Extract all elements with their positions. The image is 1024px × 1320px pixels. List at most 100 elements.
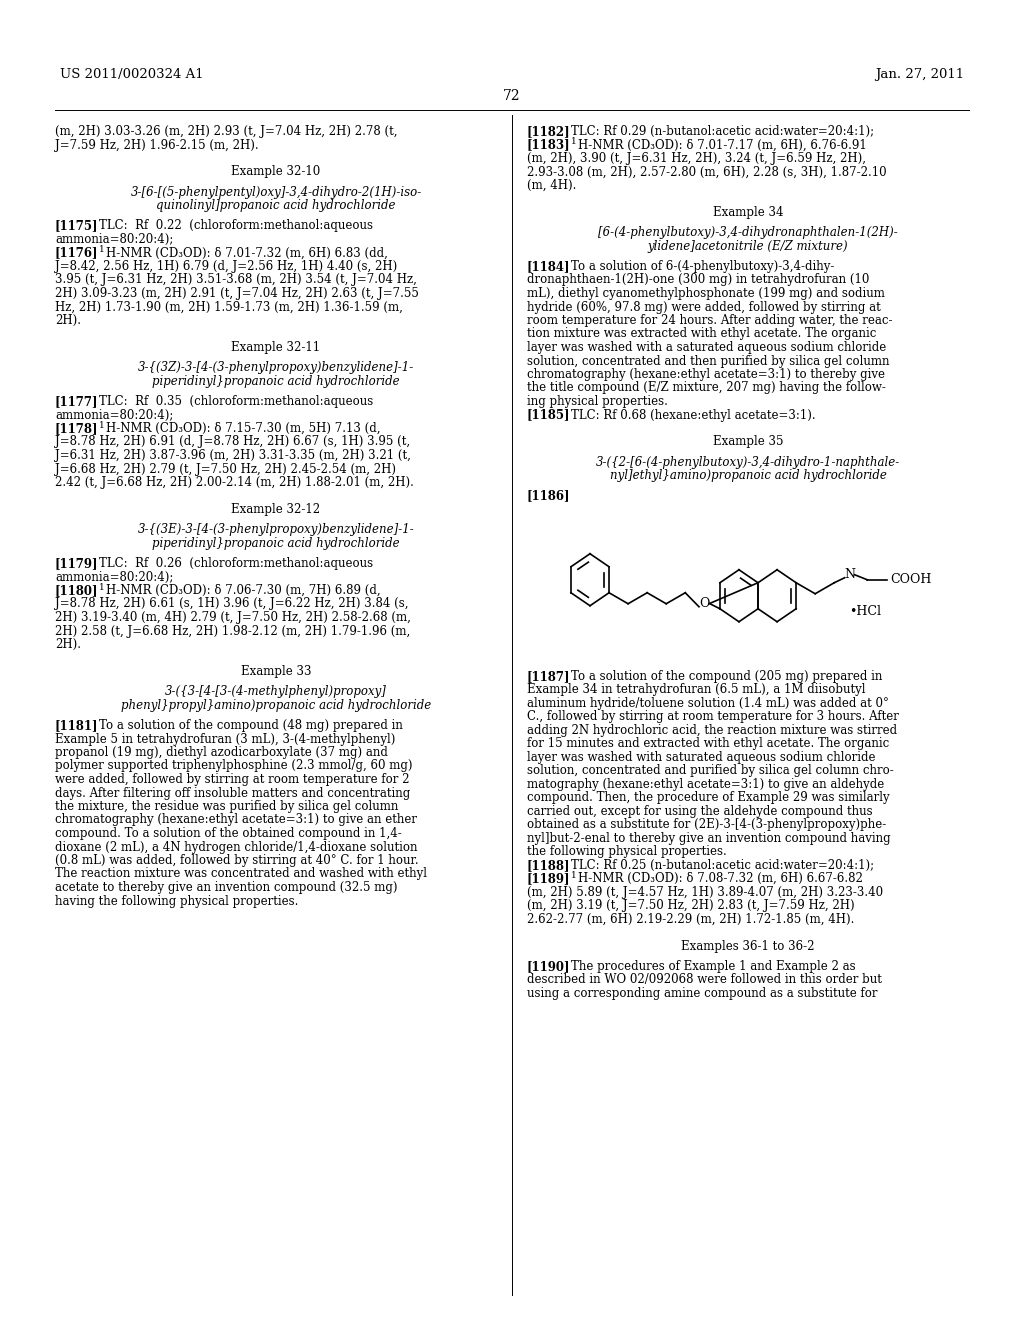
- Text: 2.93-3.08 (m, 2H), 2.57-2.80 (m, 6H), 2.28 (s, 3H), 1.87-2.10: 2.93-3.08 (m, 2H), 2.57-2.80 (m, 6H), 2.…: [527, 165, 887, 178]
- Text: J=8.42, 2.56 Hz, 1H) 6.79 (d, J=2.56 Hz, 1H) 4.40 (s, 2H): J=8.42, 2.56 Hz, 1H) 6.79 (d, J=2.56 Hz,…: [55, 260, 397, 273]
- Text: C., followed by stirring at room temperature for 3 hours. After: C., followed by stirring at room tempera…: [527, 710, 899, 723]
- Text: [1188]: [1188]: [527, 859, 570, 871]
- Text: the mixture, the residue was purified by silica gel column: the mixture, the residue was purified by…: [55, 800, 398, 813]
- Text: Example 32-10: Example 32-10: [231, 165, 321, 178]
- Text: aluminum hydride/toluene solution (1.4 mL) was added at 0°: aluminum hydride/toluene solution (1.4 m…: [527, 697, 889, 710]
- Text: hydride (60%, 97.8 mg) were added, followed by stirring at: hydride (60%, 97.8 mg) were added, follo…: [527, 301, 881, 314]
- Text: Example 33: Example 33: [241, 665, 311, 678]
- Text: (m, 2H) 5.89 (t, J=4.57 Hz, 1H) 3.89-4.07 (m, 2H) 3.23-3.40: (m, 2H) 5.89 (t, J=4.57 Hz, 1H) 3.89-4.0…: [527, 886, 883, 899]
- Text: H-NMR (CD₃OD): δ 7.06-7.30 (m, 7H) 6.89 (d,: H-NMR (CD₃OD): δ 7.06-7.30 (m, 7H) 6.89 …: [106, 583, 381, 597]
- Text: The procedures of Example 1 and Example 2 as: The procedures of Example 1 and Example …: [571, 960, 856, 973]
- Text: To a solution of 6-(4-phenylbutoxy)-3,4-dihy-: To a solution of 6-(4-phenylbutoxy)-3,4-…: [571, 260, 835, 273]
- Text: O: O: [698, 597, 710, 610]
- Text: 2H) 3.09-3.23 (m, 2H) 2.91 (t, J=7.04 Hz, 2H) 2.63 (t, J=7.55: 2H) 3.09-3.23 (m, 2H) 2.91 (t, J=7.04 Hz…: [55, 286, 419, 300]
- Text: for 15 minutes and extracted with ethyl acetate. The organic: for 15 minutes and extracted with ethyl …: [527, 738, 889, 750]
- Text: To a solution of the compound (48 mg) prepared in: To a solution of the compound (48 mg) pr…: [99, 719, 402, 733]
- Text: were added, followed by stirring at room temperature for 2: were added, followed by stirring at room…: [55, 774, 410, 785]
- Text: Example 32-11: Example 32-11: [231, 341, 321, 354]
- Text: solution, concentrated and then purified by silica gel column: solution, concentrated and then purified…: [527, 355, 890, 367]
- Text: TLC:  Rf  0.35  (chloroform:methanol:aqueous: TLC: Rf 0.35 (chloroform:methanol:aqueou…: [99, 395, 374, 408]
- Text: The reaction mixture was concentrated and washed with ethyl: The reaction mixture was concentrated an…: [55, 867, 427, 880]
- Text: obtained as a substitute for (2E)-3-[4-(3-phenylpropoxy)phe-: obtained as a substitute for (2E)-3-[4-(…: [527, 818, 886, 832]
- Text: (0.8 mL) was added, followed by stirring at 40° C. for 1 hour.: (0.8 mL) was added, followed by stirring…: [55, 854, 419, 867]
- Text: 1: 1: [99, 246, 104, 255]
- Text: 1: 1: [99, 421, 104, 430]
- Text: 2H) 2.58 (t, J=6.68 Hz, 2H) 1.98-2.12 (m, 2H) 1.79-1.96 (m,: 2H) 2.58 (t, J=6.68 Hz, 2H) 1.98-2.12 (m…: [55, 624, 411, 638]
- Text: [6-(4-phenylbutoxy)-3,4-dihydronaphthalen-1(2H)-: [6-(4-phenylbutoxy)-3,4-dihydronaphthale…: [598, 226, 898, 239]
- Text: the title compound (E/Z mixture, 207 mg) having the follow-: the title compound (E/Z mixture, 207 mg)…: [527, 381, 886, 395]
- Text: [1182]: [1182]: [527, 125, 570, 139]
- Text: compound. Then, the procedure of Example 29 was similarly: compound. Then, the procedure of Example…: [527, 791, 890, 804]
- Text: H-NMR (CD₃OD): δ 7.15-7.30 (m, 5H) 7.13 (d,: H-NMR (CD₃OD): δ 7.15-7.30 (m, 5H) 7.13 …: [106, 422, 381, 436]
- Text: 1: 1: [99, 583, 104, 591]
- Text: 3-[6-[(5-phenylpentyl)oxy]-3,4-dihydro-2(1H)-iso-: 3-[6-[(5-phenylpentyl)oxy]-3,4-dihydro-2…: [130, 186, 422, 199]
- Text: polymer supported triphenylphosphine (2.3 mmol/g, 60 mg): polymer supported triphenylphosphine (2.…: [55, 759, 413, 772]
- Text: Example 34 in tetrahydrofuran (6.5 mL), a 1M diisobutyl: Example 34 in tetrahydrofuran (6.5 mL), …: [527, 684, 865, 696]
- Text: 3.95 (t, J=6.31 Hz, 2H) 3.51-3.68 (m, 2H) 3.54 (t, J=7.04 Hz,: 3.95 (t, J=6.31 Hz, 2H) 3.51-3.68 (m, 2H…: [55, 273, 417, 286]
- Text: tion mixture was extracted with ethyl acetate. The organic: tion mixture was extracted with ethyl ac…: [527, 327, 877, 341]
- Text: phenyl}propyl}amino)propanoic acid hydrochloride: phenyl}propyl}amino)propanoic acid hydro…: [121, 698, 431, 711]
- Text: 72: 72: [503, 88, 521, 103]
- Text: Example 34: Example 34: [713, 206, 783, 219]
- Text: TLC:  Rf  0.26  (chloroform:methanol:aqueous: TLC: Rf 0.26 (chloroform:methanol:aqueou…: [99, 557, 373, 570]
- Text: dronaphthaen-1(2H)-one (300 mg) in tetrahydrofuran (10: dronaphthaen-1(2H)-one (300 mg) in tetra…: [527, 273, 869, 286]
- Text: 2H) 3.19-3.40 (m, 4H) 2.79 (t, J=7.50 Hz, 2H) 2.58-2.68 (m,: 2H) 3.19-3.40 (m, 4H) 2.79 (t, J=7.50 Hz…: [55, 611, 411, 624]
- Text: nyl]but-2-enal to thereby give an invention compound having: nyl]but-2-enal to thereby give an invent…: [527, 832, 891, 845]
- Text: (m, 2H) 3.19 (t, J=7.50 Hz, 2H) 2.83 (t, J=7.59 Hz, 2H): (m, 2H) 3.19 (t, J=7.50 Hz, 2H) 2.83 (t,…: [527, 899, 855, 912]
- Text: acetate to thereby give an invention compound (32.5 mg): acetate to thereby give an invention com…: [55, 880, 397, 894]
- Text: chromatography (hexane:ethyl acetate=3:1) to give an ether: chromatography (hexane:ethyl acetate=3:1…: [55, 813, 417, 826]
- Text: [1176]: [1176]: [55, 247, 98, 260]
- Text: layer was washed with saturated aqueous sodium chloride: layer was washed with saturated aqueous …: [527, 751, 876, 764]
- Text: To a solution of the compound (205 mg) prepared in: To a solution of the compound (205 mg) p…: [571, 669, 883, 682]
- Text: piperidinyl}propanoic acid hydrochloride: piperidinyl}propanoic acid hydrochloride: [153, 537, 399, 549]
- Text: compound. To a solution of the obtained compound in 1,4-: compound. To a solution of the obtained …: [55, 828, 401, 840]
- Text: 1: 1: [571, 871, 577, 880]
- Text: N: N: [844, 568, 855, 581]
- Text: matography (hexane:ethyl acetate=3:1) to give an aldehyde: matography (hexane:ethyl acetate=3:1) to…: [527, 777, 885, 791]
- Text: [1179]: [1179]: [55, 557, 98, 570]
- Text: using a corresponding amine compound as a substitute for: using a corresponding amine compound as …: [527, 987, 878, 1001]
- Text: described in WO 02/092068 were followed in this order but: described in WO 02/092068 were followed …: [527, 974, 882, 986]
- Text: quinolinyl]propanoic acid hydrochloride: quinolinyl]propanoic acid hydrochloride: [157, 199, 395, 213]
- Text: TLC: Rf 0.25 (n-butanol:acetic acid:water=20:4:1);: TLC: Rf 0.25 (n-butanol:acetic acid:wate…: [571, 859, 874, 871]
- Text: dioxane (2 mL), a 4N hydrogen chloride/1,4-dioxane solution: dioxane (2 mL), a 4N hydrogen chloride/1…: [55, 841, 418, 854]
- Text: [1185]: [1185]: [527, 408, 570, 421]
- Text: (m, 2H), 3.90 (t, J=6.31 Hz, 2H), 3.24 (t, J=6.59 Hz, 2H),: (m, 2H), 3.90 (t, J=6.31 Hz, 2H), 3.24 (…: [527, 152, 866, 165]
- Text: [1186]: [1186]: [527, 490, 570, 503]
- Text: carried out, except for using the aldehyde compound thus: carried out, except for using the aldehy…: [527, 805, 872, 818]
- Text: J=8.78 Hz, 2H) 6.91 (d, J=8.78 Hz, 2H) 6.67 (s, 1H) 3.95 (t,: J=8.78 Hz, 2H) 6.91 (d, J=8.78 Hz, 2H) 6…: [55, 436, 411, 449]
- Text: Example 32-12: Example 32-12: [231, 503, 321, 516]
- Text: (m, 4H).: (m, 4H).: [527, 180, 577, 191]
- Text: layer was washed with a saturated aqueous sodium chloride: layer was washed with a saturated aqueou…: [527, 341, 886, 354]
- Text: [1187]: [1187]: [527, 669, 570, 682]
- Text: room temperature for 24 hours. After adding water, the reac-: room temperature for 24 hours. After add…: [527, 314, 893, 327]
- Text: 3-({2-[6-(4-phenylbutoxy)-3,4-dihydro-1-naphthale-: 3-({2-[6-(4-phenylbutoxy)-3,4-dihydro-1-…: [596, 455, 900, 469]
- Text: 2.62-2.77 (m, 6H) 2.19-2.29 (m, 2H) 1.72-1.85 (m, 4H).: 2.62-2.77 (m, 6H) 2.19-2.29 (m, 2H) 1.72…: [527, 912, 854, 925]
- Text: TLC: Rf 0.68 (hexane:ethyl acetate=3:1).: TLC: Rf 0.68 (hexane:ethyl acetate=3:1).: [571, 408, 816, 421]
- Text: [1183]: [1183]: [527, 139, 570, 152]
- Text: J=6.31 Hz, 2H) 3.87-3.96 (m, 2H) 3.31-3.35 (m, 2H) 3.21 (t,: J=6.31 Hz, 2H) 3.87-3.96 (m, 2H) 3.31-3.…: [55, 449, 411, 462]
- Text: ylidene]acetonitrile (E/Z mixture): ylidene]acetonitrile (E/Z mixture): [648, 240, 848, 252]
- Text: [1181]: [1181]: [55, 719, 98, 733]
- Text: 2.42 (t, J=6.68 Hz, 2H) 2.00-2.14 (m, 2H) 1.88-2.01 (m, 2H).: 2.42 (t, J=6.68 Hz, 2H) 2.00-2.14 (m, 2H…: [55, 477, 414, 488]
- Text: ammonia=80:20:4);: ammonia=80:20:4);: [55, 408, 173, 421]
- Text: Jan. 27, 2011: Jan. 27, 2011: [874, 69, 964, 81]
- Text: COOH: COOH: [890, 573, 932, 586]
- Text: J=8.78 Hz, 2H) 6.61 (s, 1H) 3.96 (t, J=6.22 Hz, 2H) 3.84 (s,: J=8.78 Hz, 2H) 6.61 (s, 1H) 3.96 (t, J=6…: [55, 598, 409, 610]
- Text: 2H).: 2H).: [55, 638, 81, 651]
- Text: H-NMR (CD₃OD): δ 7.08-7.32 (m, 6H) 6.67-6.82: H-NMR (CD₃OD): δ 7.08-7.32 (m, 6H) 6.67-…: [578, 873, 863, 886]
- Text: Examples 36-1 to 36-2: Examples 36-1 to 36-2: [681, 940, 815, 953]
- Text: J=6.68 Hz, 2H) 2.79 (t, J=7.50 Hz, 2H) 2.45-2.54 (m, 2H): J=6.68 Hz, 2H) 2.79 (t, J=7.50 Hz, 2H) 2…: [55, 462, 396, 475]
- Text: Example 35: Example 35: [713, 436, 783, 449]
- Text: US 2011/0020324 A1: US 2011/0020324 A1: [60, 69, 204, 81]
- Text: TLC:  Rf  0.22  (chloroform:methanol:aqueous: TLC: Rf 0.22 (chloroform:methanol:aqueou…: [99, 219, 373, 232]
- Text: ammonia=80:20:4);: ammonia=80:20:4);: [55, 234, 173, 246]
- Text: chromatography (hexane:ethyl acetate=3:1) to thereby give: chromatography (hexane:ethyl acetate=3:1…: [527, 368, 885, 381]
- Text: Example 5 in tetrahydrofuran (3 mL), 3-(4-methylphenyl): Example 5 in tetrahydrofuran (3 mL), 3-(…: [55, 733, 395, 746]
- Text: propanol (19 mg), diethyl azodicarboxylate (37 mg) and: propanol (19 mg), diethyl azodicarboxyla…: [55, 746, 388, 759]
- Text: Hz, 2H) 1.73-1.90 (m, 2H) 1.59-1.73 (m, 2H) 1.36-1.59 (m,: Hz, 2H) 1.73-1.90 (m, 2H) 1.59-1.73 (m, …: [55, 301, 402, 314]
- Text: [1175]: [1175]: [55, 219, 98, 232]
- Text: 3-{(3Z)-3-[4-(3-phenylpropoxy)benzylidene]-1-: 3-{(3Z)-3-[4-(3-phenylpropoxy)benzyliden…: [138, 362, 414, 375]
- Text: ammonia=80:20:4);: ammonia=80:20:4);: [55, 570, 173, 583]
- Text: 2H).: 2H).: [55, 314, 81, 327]
